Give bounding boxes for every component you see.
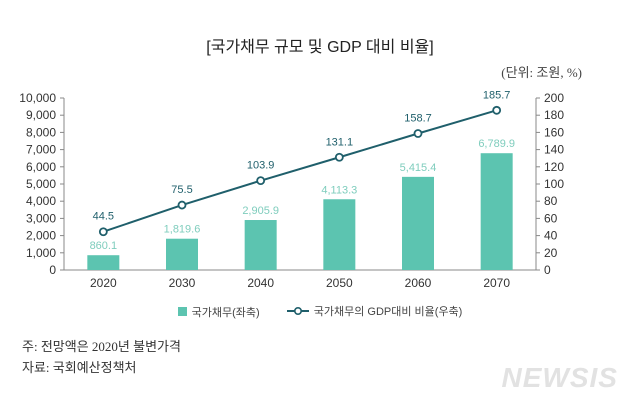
- left-tick-label: 7,000: [26, 143, 56, 157]
- left-tick-label: 1,000: [26, 246, 56, 260]
- left-tick-label: 10,000: [19, 91, 56, 105]
- line-point: [492, 105, 502, 115]
- line-label: 185.7: [483, 89, 511, 101]
- left-tick-label: 4,000: [26, 194, 56, 208]
- left-tick-label: 2,000: [26, 229, 56, 243]
- ratio-line: [103, 109, 497, 233]
- left-tick-label: 9,000: [26, 108, 56, 122]
- unit-label: (단위: 조원, %): [501, 65, 582, 80]
- bar-label: 6,789.9: [478, 138, 515, 150]
- right-tick-label: 160: [544, 125, 564, 139]
- bar-label: 1,819.6: [164, 224, 201, 236]
- line-label: 158.7: [404, 113, 432, 125]
- legend-item-line: 국가채무의 GDP대비 비율(우축): [286, 303, 463, 319]
- source: 자료: 국회예산정책처: [22, 360, 137, 375]
- bar: [402, 176, 434, 270]
- right-tick-label: 0: [544, 263, 551, 277]
- bar: [166, 238, 198, 270]
- x-tick-label: 2020: [90, 276, 117, 290]
- right-tick-label: 20: [544, 246, 558, 260]
- line-label: 44.5: [93, 211, 114, 223]
- legend-label: 국가채무(좌축): [191, 306, 260, 319]
- bar-label: 5,415.4: [400, 162, 437, 174]
- x-tick-label: 2030: [169, 276, 196, 290]
- bar-label: 2,905.9: [242, 205, 279, 217]
- left-tick-label: 0: [49, 263, 56, 277]
- bar-label: 860.1: [90, 240, 118, 252]
- line-label: 75.5: [171, 184, 192, 196]
- left-tick-label: 8,000: [26, 125, 56, 139]
- line-point: [413, 129, 423, 138]
- left-tick-label: 6,000: [26, 160, 56, 174]
- bar-label: 4,113.3: [321, 184, 357, 196]
- legend-item-bar: 국가채무(좌축): [177, 304, 260, 320]
- legend: 국가채무(좌축) 국가채무의 GDP대비 비율(우축): [0, 303, 640, 320]
- bar: [244, 220, 277, 270]
- right-tick-label: 80: [544, 194, 558, 208]
- line-marker-icon: [286, 306, 309, 316]
- x-tick-label: 2040: [247, 276, 274, 290]
- left-tick-label: 3,000: [26, 211, 56, 225]
- chart-title: [국가채무 규모 및 GDP 대비 비율]: [206, 39, 434, 56]
- bar: [480, 153, 513, 270]
- line-label: 131.1: [326, 136, 354, 148]
- line-point: [177, 200, 187, 210]
- left-tick-label: 5,000: [26, 177, 56, 191]
- right-tick-label: 40: [544, 229, 558, 243]
- line-label: 103.9: [247, 160, 275, 172]
- line-point: [256, 176, 266, 186]
- right-tick-label: 100: [544, 177, 564, 191]
- bar: [87, 255, 120, 270]
- right-tick-label: 140: [544, 143, 564, 157]
- right-tick-label: 180: [544, 108, 564, 122]
- line-point: [98, 227, 108, 237]
- newsis-logo: NEWSIS: [501, 362, 618, 393]
- bar: [323, 199, 356, 270]
- bar-swatch-icon: [177, 307, 187, 316]
- x-tick-label: 2050: [326, 276, 353, 290]
- right-tick-label: 120: [544, 160, 564, 174]
- right-tick-label: 60: [544, 211, 558, 225]
- right-tick-label: 200: [544, 91, 564, 105]
- legend-label: 국가채무의 GDP대비 비율(우축): [313, 306, 463, 318]
- x-tick-label: 2070: [483, 276, 510, 290]
- note: 주: 전망액은 2020년 불변가격: [22, 339, 181, 354]
- chart: 0 1,000 2,000 3,000 4,000 5,000 6,000 7,000 8,00…: [19, 89, 564, 290]
- line-point: [334, 152, 344, 162]
- x-tick-label: 2060: [405, 276, 432, 290]
